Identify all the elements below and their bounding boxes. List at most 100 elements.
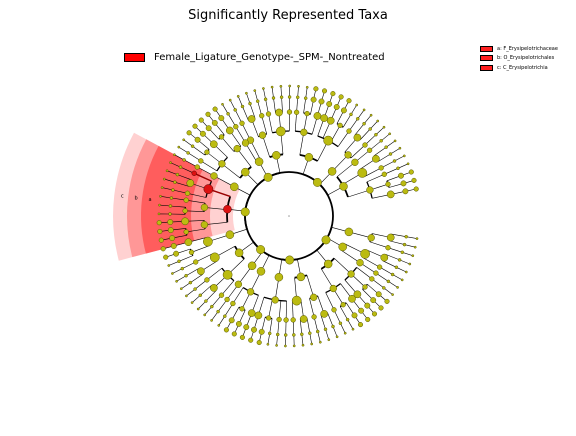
taxon-node <box>191 145 194 148</box>
taxon-node <box>237 95 239 97</box>
taxon-node <box>199 294 202 297</box>
taxon-node <box>347 129 352 134</box>
taxon-node <box>367 148 372 153</box>
taxon-node <box>354 291 361 298</box>
taxon-node <box>185 274 188 277</box>
taxon-node <box>414 246 416 248</box>
taxon-node <box>262 87 264 89</box>
taxon-node <box>248 310 255 317</box>
taxon-node <box>223 315 226 318</box>
branch-line <box>307 318 310 333</box>
taxon-node <box>368 234 375 241</box>
taxon-node <box>166 170 168 172</box>
taxon-node <box>159 238 164 243</box>
taxon-node <box>236 321 241 326</box>
taxon-node <box>382 172 387 177</box>
taxon-node <box>341 302 346 307</box>
taxon-node <box>403 155 405 157</box>
taxon-node <box>376 292 381 297</box>
taxon-node <box>187 151 190 154</box>
taxa-legend-item: b: O_Erysipelotrichales <box>480 54 558 64</box>
taxon-node <box>267 343 269 345</box>
clade-letter-label: c <box>121 194 124 200</box>
taxon-node <box>234 108 237 111</box>
branch-line <box>295 112 296 131</box>
taxon-node <box>401 181 406 186</box>
branch-line <box>363 258 380 267</box>
taxon-node <box>394 140 396 142</box>
taxon-node <box>201 221 208 228</box>
taxon-node <box>305 111 310 116</box>
taxon-node <box>240 306 245 311</box>
taxon-node <box>247 288 254 295</box>
taxon-node <box>330 285 337 292</box>
taxon-node <box>161 247 166 252</box>
branch-line <box>222 137 234 152</box>
taxon-node <box>328 167 336 175</box>
taxon-node <box>189 250 194 255</box>
taxon-node <box>331 91 336 96</box>
group-legend: Female_Ligature_Genotype-_SPM-_Nontreate… <box>124 51 385 63</box>
taxon-node <box>206 112 211 117</box>
taxon-node <box>169 162 171 164</box>
taxa-legend-label: a: F_Erysipelotrichaceae <box>497 46 558 52</box>
branch-line <box>274 98 276 113</box>
taxon-node <box>409 263 411 265</box>
taxon-node <box>297 273 305 281</box>
taxon-node <box>319 341 321 343</box>
taxon-node <box>380 139 383 142</box>
taxon-node <box>224 328 229 333</box>
taxon-node <box>168 219 173 224</box>
taxon-node <box>161 187 163 189</box>
taxon-node <box>183 139 185 141</box>
taxon-node <box>393 160 396 163</box>
taxon-node <box>387 234 394 241</box>
taxon-node <box>313 178 321 186</box>
taxon-node <box>173 251 178 256</box>
taxon-node <box>310 294 317 301</box>
taxon-node <box>327 117 334 124</box>
taxon-node <box>339 322 342 325</box>
group-legend-swatch <box>124 53 145 62</box>
taxon-node <box>412 178 417 183</box>
branch-line <box>343 114 351 127</box>
taxon-node <box>386 245 391 250</box>
clade-letter-label: b <box>135 195 138 201</box>
taxon-node <box>336 336 338 338</box>
taxa-legend: a: F_Erysipelotrichaceae b: O_Erysipelot… <box>480 44 558 73</box>
taxon-node <box>158 204 160 206</box>
taxon-node <box>171 189 174 192</box>
taxon-node <box>254 90 256 92</box>
highlighted-taxon-node <box>204 185 213 194</box>
taxon-node <box>300 315 307 322</box>
taxon-node <box>395 266 398 269</box>
taxon-node <box>241 168 249 176</box>
branch-line <box>383 261 397 268</box>
taxon-node <box>240 121 245 126</box>
taxon-node <box>168 264 170 266</box>
taxon-node <box>322 89 327 94</box>
taxon-node <box>363 122 366 125</box>
chart-title: Significantly Represented Taxa <box>0 8 576 23</box>
branch-line <box>304 98 306 113</box>
branch-line <box>370 242 388 248</box>
taxon-node <box>189 281 192 284</box>
taxon-node <box>365 303 370 308</box>
taxon-node <box>365 317 370 322</box>
taxon-node <box>176 173 179 176</box>
taxon-node <box>369 277 374 282</box>
branch-line <box>190 274 202 282</box>
taxon-node <box>257 340 262 345</box>
taxon-node <box>259 132 266 139</box>
taxon-node <box>371 297 376 302</box>
branch-line <box>340 307 347 320</box>
taxon-node <box>280 85 282 87</box>
taxon-node <box>379 306 384 311</box>
taxon-node <box>185 295 187 297</box>
taxon-node <box>204 300 207 303</box>
taxon-node <box>272 151 280 159</box>
taxa-legend-item: c: C_Erysipelotrichia <box>480 63 558 73</box>
taxon-node <box>389 153 392 156</box>
taxon-node <box>211 319 213 321</box>
branch-line <box>270 319 272 334</box>
